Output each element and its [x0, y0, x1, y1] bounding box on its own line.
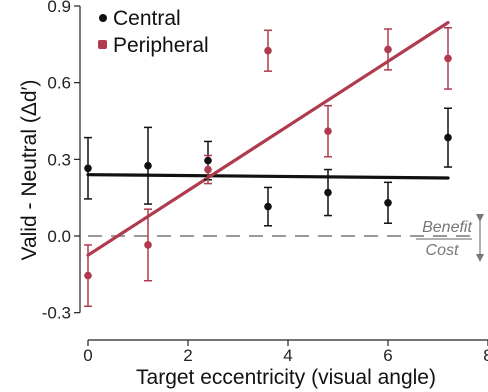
x-tick-label: 0: [83, 346, 92, 365]
data-point-central: [204, 156, 212, 165]
cost-label: Cost: [426, 242, 459, 259]
data-point-peripheral: [84, 271, 92, 280]
legend: Central Peripheral: [98, 7, 209, 57]
fit-line-central: [86, 173, 450, 180]
data-point-central: [264, 202, 272, 211]
x-axis-title: Target eccentricity (visual angle): [136, 366, 436, 389]
axes: 0 2 4 6 8 -0.3 0.0 0.3 0.6 0.9: [42, 0, 488, 365]
legend-label-peripheral: Peripheral: [113, 34, 209, 57]
data-point-peripheral: [264, 46, 272, 55]
y-tick-label: 0.0: [47, 227, 71, 246]
legend-marker-peripheral: [98, 40, 107, 49]
y-tick-label: 0.9: [47, 0, 71, 16]
x-tick-label: 6: [383, 346, 392, 365]
data-point-peripheral: [144, 241, 152, 249]
data-point-central: [324, 188, 332, 197]
y-tick-label: 0.6: [47, 74, 71, 93]
legend-marker-central: [99, 14, 107, 22]
data-point-central: [384, 198, 392, 207]
data-points: [84, 45, 452, 280]
x-tick-label: 8: [483, 346, 488, 365]
x-tick-label: 4: [283, 346, 292, 365]
data-point-central: [444, 133, 452, 142]
data-point-peripheral: [324, 127, 332, 136]
y-tick-label: -0.3: [42, 304, 71, 323]
y-tick-label: 0.3: [47, 150, 71, 169]
error-bars: [84, 26, 452, 308]
data-point-peripheral: [444, 54, 452, 63]
data-point-peripheral: [384, 45, 392, 54]
y-axis-title: Valid - Neutral (Δd′): [18, 80, 41, 261]
data-point-central: [144, 161, 152, 170]
x-tick-label: 2: [183, 346, 192, 365]
benefit-label: Benefit: [422, 219, 472, 236]
benefit-cost-annotation: Benefit Cost: [416, 214, 484, 262]
data-point-central: [84, 164, 92, 173]
data-point-peripheral: [204, 165, 212, 174]
legend-label-central: Central: [113, 7, 181, 30]
